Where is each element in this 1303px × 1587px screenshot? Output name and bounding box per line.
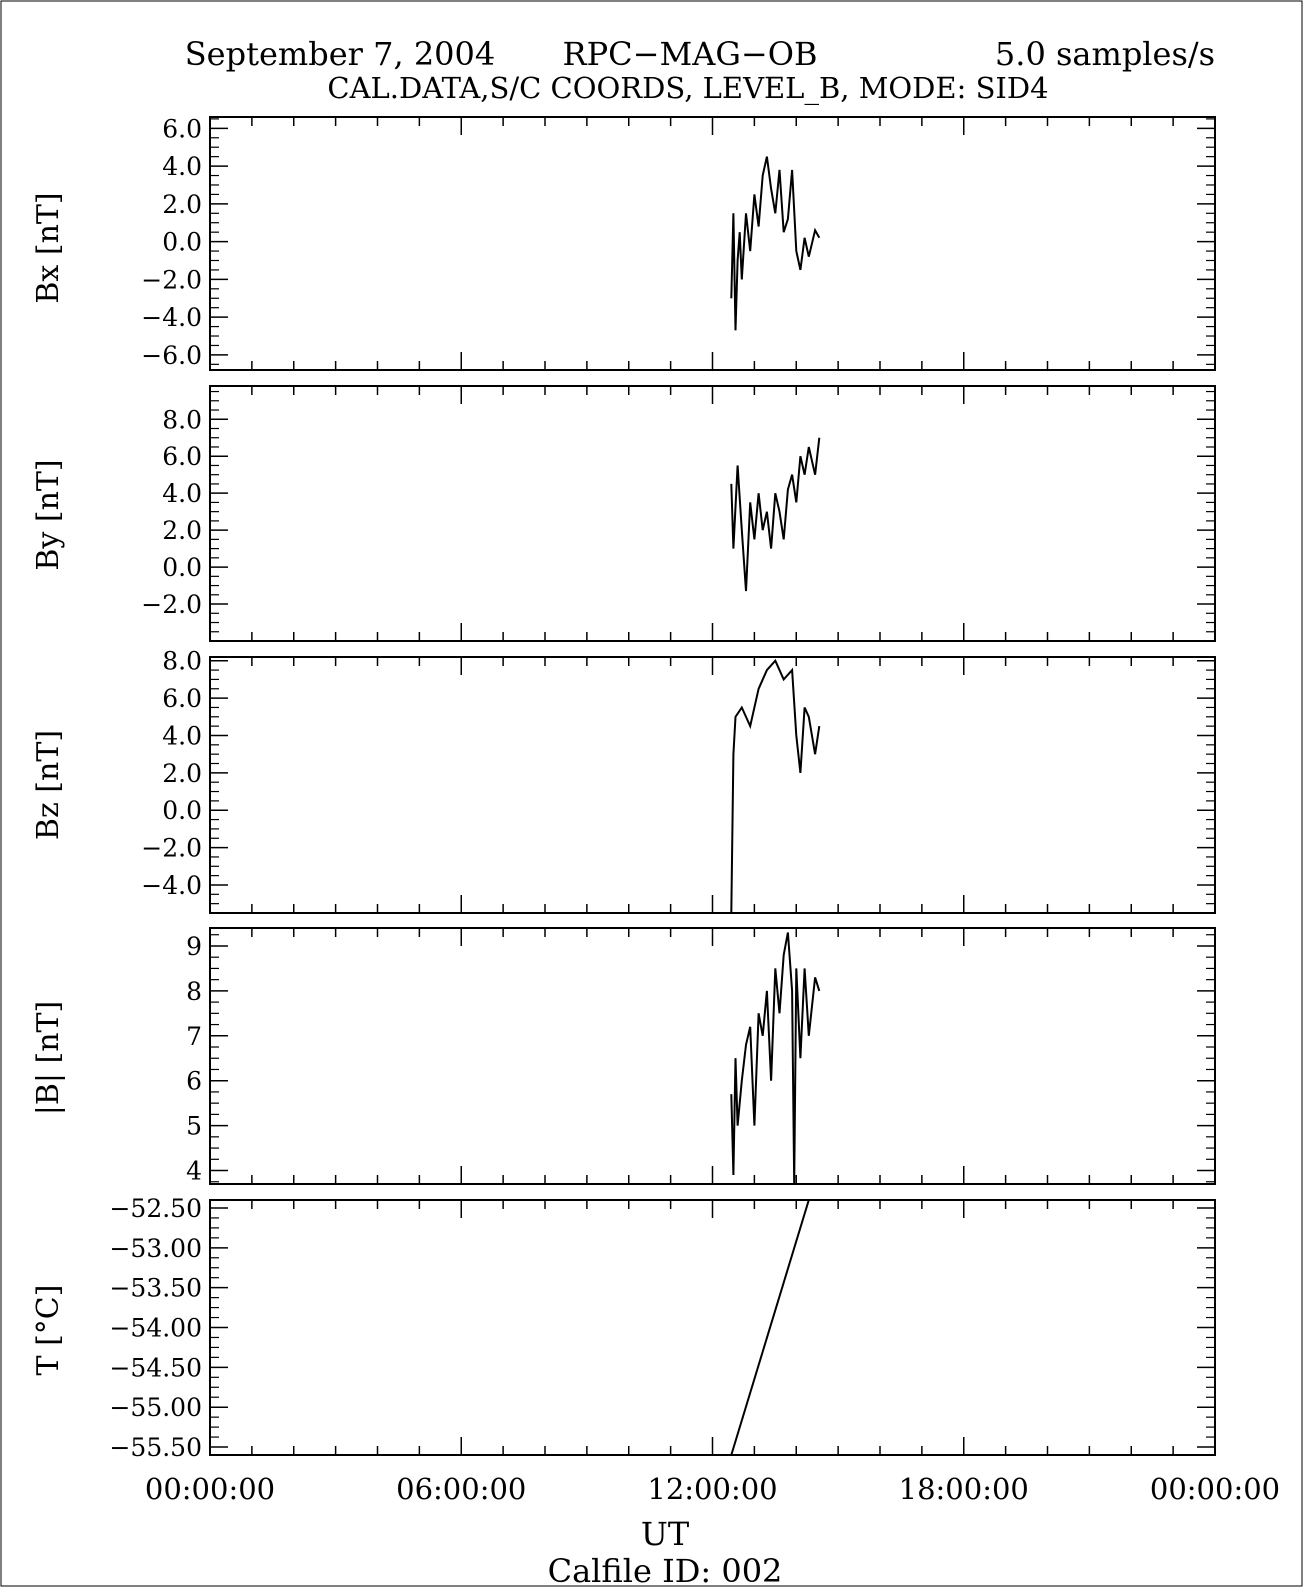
x-axis-label: UT [641, 1515, 690, 1553]
series-line [731, 661, 819, 913]
y-tick-label: −4.0 [141, 871, 202, 900]
y-tick-label: 9 [186, 932, 202, 961]
series-line [731, 438, 819, 591]
y-tick-label: 6.0 [162, 684, 202, 713]
y-tick-label: 2.0 [162, 516, 202, 545]
header-date: September 7, 2004 [185, 35, 496, 73]
y-tick-label: −52.50 [109, 1194, 202, 1223]
y-tick-label: −2.0 [141, 265, 202, 294]
y-tick-label: 7 [186, 1022, 202, 1051]
y-tick-label: −4.0 [141, 303, 202, 332]
series-line [731, 933, 819, 1185]
panel-3: −4.0 −2.0 0.0 2.0 4.0 6.0 8.0 Bz [nT] [31, 647, 1215, 913]
y-tick-label: 4.0 [162, 479, 202, 508]
y-tick-label: −55.00 [109, 1393, 202, 1422]
y-tick-label: −2.0 [141, 590, 202, 619]
y-tick-label: −54.50 [109, 1353, 202, 1382]
y-tick-label: −55.50 [109, 1433, 202, 1462]
panel-2: −2.0 0.0 2.0 4.0 6.0 8.0 By [nT] [31, 386, 1215, 641]
x-tick-label: 12:00:00 [647, 1472, 777, 1506]
y-tick-label: 4.0 [162, 721, 202, 750]
panel-frame [210, 928, 1215, 1184]
y-axis-label: Bx [nT] [31, 192, 66, 303]
y-tick-label: −53.00 [109, 1234, 202, 1263]
y-tick-label: 4 [186, 1157, 202, 1186]
x-tick-label: 00:00:00 [1150, 1472, 1280, 1506]
y-tick-label: 0.0 [162, 228, 202, 257]
panel-4: 4 5 6 7 8 9 |B| [nT] [31, 928, 1215, 1186]
y-tick-label: 4.0 [162, 152, 202, 181]
y-tick-label: 0.0 [162, 553, 202, 582]
series-line [731, 1200, 809, 1455]
y-tick-label: 2.0 [162, 759, 202, 788]
y-tick-label: 6 [186, 1067, 202, 1096]
y-tick-label: −2.0 [141, 834, 202, 863]
header-rate: 5.0 samples/s [995, 35, 1215, 73]
y-tick-label: 0.0 [162, 796, 202, 825]
header-subtitle: CAL.DATA,S/C COORDS, LEVEL_B, MODE: SID4 [327, 71, 1048, 106]
y-axis-label: By [nT] [31, 459, 66, 570]
panels-group: −6.0 −4.0 −2.0 0.0 2.0 4.0 6.0 Bx [nT] −2.0 0.0 2.… [31, 114, 1280, 1506]
x-tick-label: 18:00:00 [899, 1472, 1029, 1506]
panel-frame [210, 117, 1215, 370]
y-tick-label: −53.50 [109, 1274, 202, 1303]
y-tick-label: 6.0 [162, 442, 202, 471]
y-axis-label: Bz [nT] [31, 730, 66, 840]
header-instrument: RPC−MAG−OB [563, 35, 818, 73]
y-axis-label: |B| [nT] [31, 1001, 66, 1116]
y-tick-label: 8 [186, 977, 202, 1006]
y-tick-label: 5 [186, 1112, 202, 1141]
y-tick-label: 2.0 [162, 190, 202, 219]
y-tick-label: 6.0 [162, 114, 202, 143]
calfile-label: Calfile ID: 002 [548, 1552, 783, 1587]
x-tick-label: 00:00:00 [145, 1472, 275, 1506]
panel-frame [210, 657, 1215, 913]
y-tick-label: −6.0 [141, 341, 202, 370]
panel-frame [210, 1200, 1215, 1455]
y-tick-label: 8.0 [162, 405, 202, 434]
panel-1: −6.0 −4.0 −2.0 0.0 2.0 4.0 6.0 Bx [nT] [31, 114, 1215, 370]
series-line [731, 157, 819, 331]
panel-frame [210, 386, 1215, 641]
panel-5: −55.50 −55.00 −54.50 −54.00 −53.50 −53.00 −52.… [31, 1194, 1215, 1462]
x-tick-label: 06:00:00 [396, 1472, 526, 1506]
y-axis-label: T [°C] [31, 1285, 66, 1376]
y-tick-label: −54.00 [109, 1314, 202, 1343]
y-tick-label: 8.0 [162, 647, 202, 676]
